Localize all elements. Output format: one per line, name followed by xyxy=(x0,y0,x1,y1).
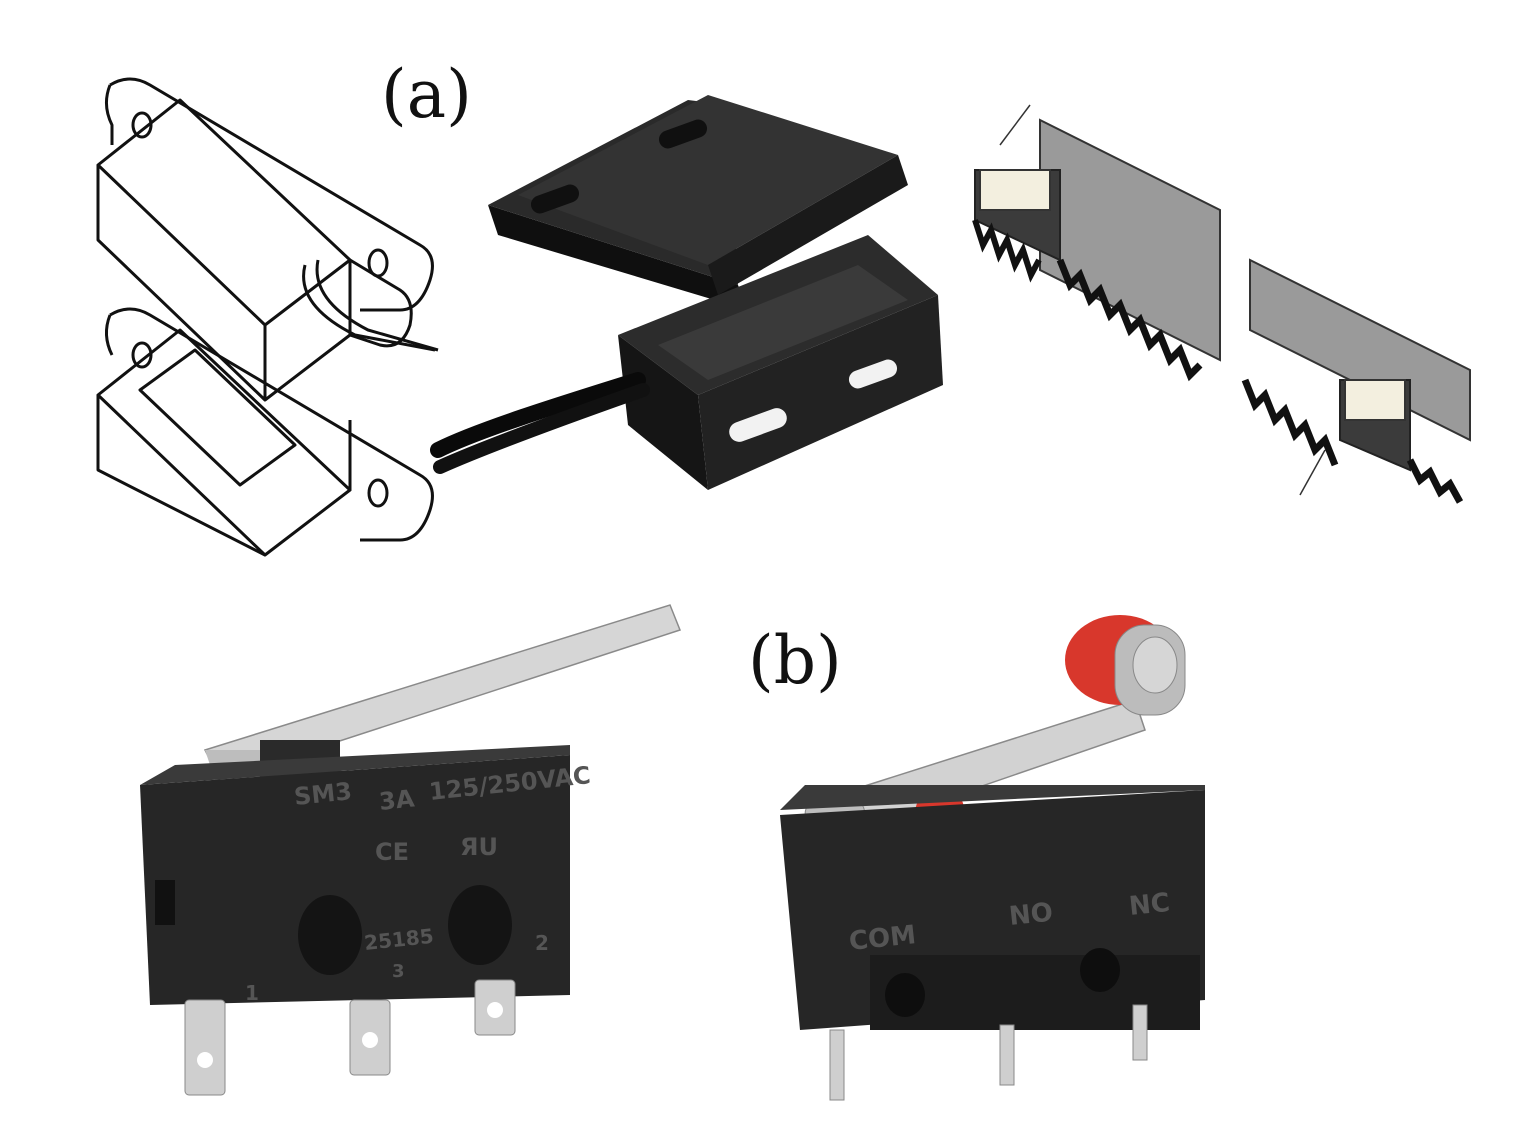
marking-terminal-2: 2 xyxy=(535,931,549,955)
reed-switch-line-drawing xyxy=(80,75,440,565)
marking-current: 3A xyxy=(378,784,416,816)
lever-microswitch-icon: SM3 3A 125/250VAC CE ЯU 25185 3 1 2 xyxy=(140,604,681,1096)
marking-ce: CE xyxy=(375,838,409,866)
marking-model: SM3 xyxy=(293,777,353,811)
lever-microswitch: SM3 3A 125/250VAC CE ЯU 25185 3 1 2 xyxy=(130,604,690,1105)
reed-track-3d xyxy=(970,100,1490,510)
marking-com: COM xyxy=(848,920,918,957)
reed-switch-drawing-icon xyxy=(96,77,439,557)
label-b: (b) xyxy=(748,622,842,699)
reed-switch-photo xyxy=(430,95,958,495)
marking-cert-suffix: 3 xyxy=(392,961,405,982)
reed-track-3d-icon xyxy=(972,104,1471,504)
marking-no: NO xyxy=(1008,898,1055,932)
roller-microswitch-icon: COM NO NC xyxy=(780,615,1205,1101)
label-a: (a) xyxy=(381,56,472,133)
roller-microswitch: COM NO NC xyxy=(775,605,1235,1105)
reed-switch-photo-icon xyxy=(430,95,943,490)
marking-ur: ЯU xyxy=(460,833,498,861)
marking-terminal-1: 1 xyxy=(245,981,259,1005)
marking-nc: NC xyxy=(1128,888,1172,922)
